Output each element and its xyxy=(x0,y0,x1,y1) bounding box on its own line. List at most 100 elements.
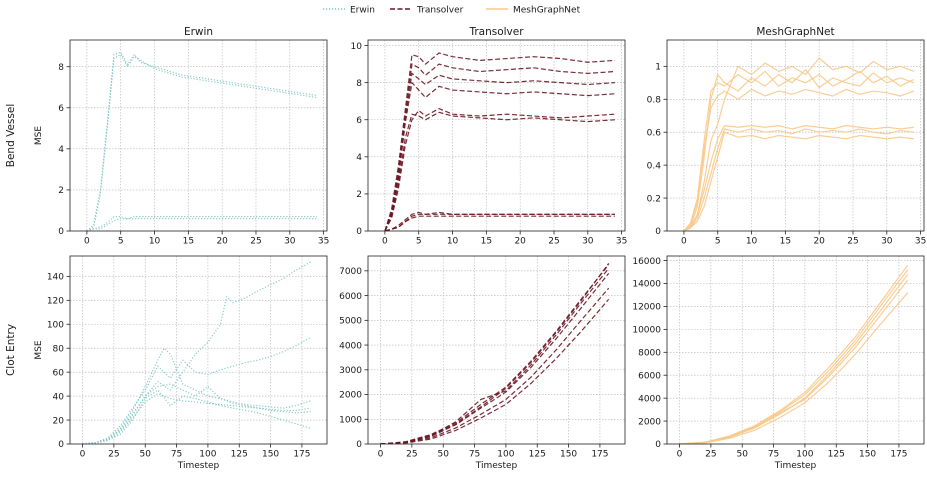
series-line xyxy=(683,128,914,231)
y-tick-label: 0.4 xyxy=(647,161,662,171)
x-tick-label: 15 xyxy=(481,237,492,247)
y-tick-label: 6000 xyxy=(638,371,661,381)
x-tick-label: 25 xyxy=(108,450,119,460)
series-group xyxy=(86,51,317,231)
panel-title: MeshGraphNet xyxy=(756,26,834,38)
series-line xyxy=(683,125,914,231)
y-tick-label: 3000 xyxy=(339,366,362,376)
series-line xyxy=(679,264,909,444)
series-line xyxy=(683,88,915,231)
series-line xyxy=(380,287,610,444)
x-tick-label: 75 xyxy=(469,450,480,460)
axes-frame xyxy=(666,255,925,445)
panel-2: 0 5 10 15 20 25 30 35 0 0.2 0.4 0.6 0.8 1 MeshGraphNet xyxy=(647,26,927,247)
y-tick-label: 0 xyxy=(655,227,661,237)
x-tick-label: 0 xyxy=(80,450,86,460)
series-line xyxy=(679,292,909,444)
x-tick-label: 10 xyxy=(149,237,161,247)
y-tick-label: 1000 xyxy=(339,415,362,425)
series-line xyxy=(380,267,610,444)
x-tick-label: 15 xyxy=(183,237,194,247)
y-tick-label: 10000 xyxy=(632,326,661,336)
series-line xyxy=(86,53,317,231)
y-tick-label: 5000 xyxy=(339,317,362,327)
y-tick-label: 2 xyxy=(58,186,64,196)
y-tick-label: 0.2 xyxy=(647,194,661,204)
x-tick-label: 5 xyxy=(118,237,124,247)
legend-label: Erwin xyxy=(350,6,375,16)
x-tick-label: 0 xyxy=(84,237,90,247)
series-line xyxy=(384,52,615,231)
series-line xyxy=(86,51,317,231)
x-tick-label: 50 xyxy=(437,450,449,460)
series-line xyxy=(384,108,615,231)
y-tick-label: 0.8 xyxy=(647,95,662,105)
y-tick-label: 2000 xyxy=(339,391,362,401)
y-tick-label: 10 xyxy=(351,42,363,52)
series-line xyxy=(380,263,610,444)
y-tick-label: 140 xyxy=(47,273,64,283)
panel-1: 0 5 10 15 20 25 30 35 0 2 4 6 8 10 Transolver xyxy=(351,26,628,247)
x-tick-label: 5 xyxy=(715,237,721,247)
row-label: Clot Entry xyxy=(5,324,17,376)
series-line xyxy=(380,264,610,444)
x-tick-label: 125 xyxy=(529,450,546,460)
x-tick-label: 30 xyxy=(881,237,893,247)
series-line xyxy=(82,347,311,444)
y-tick-label: 8 xyxy=(58,63,64,73)
x-tick-label: 150 xyxy=(262,450,279,460)
x-tick-label: 30 xyxy=(582,237,594,247)
x-tick-label: 100 xyxy=(497,450,514,460)
y-tick-label: 100 xyxy=(47,320,64,330)
y-axis-label: MSE xyxy=(34,340,44,359)
axes-frame xyxy=(367,255,626,445)
legend-label: MeshGraphNet xyxy=(513,6,581,16)
y-tick-label: 16000 xyxy=(632,257,661,267)
series-line xyxy=(679,273,909,444)
x-tick-label: 10 xyxy=(746,237,758,247)
axes-frame xyxy=(69,39,328,232)
x-tick-label: 0 xyxy=(378,450,384,460)
x-tick-label: 25 xyxy=(847,237,858,247)
x-tick-label: 0 xyxy=(681,237,687,247)
x-tick-label: 50 xyxy=(736,450,748,460)
x-tick-label: 20 xyxy=(216,237,228,247)
legend: Erwin Transolver MeshGraphNet xyxy=(323,6,581,16)
x-axis-label: Timestep xyxy=(475,461,518,471)
axes-frame xyxy=(69,255,328,445)
panel-4: 0 25 50 75 100 125 150 175 0 1000 2000 3000 4000 5000… xyxy=(339,255,626,471)
y-tick-label: 6 xyxy=(356,116,362,126)
y-tick-label: 8 xyxy=(356,79,362,89)
y-tick-label: 120 xyxy=(47,297,64,307)
y-tick-label: 4000 xyxy=(339,341,362,351)
x-tick-label: 0 xyxy=(382,237,388,247)
y-tick-label: 20 xyxy=(53,416,65,426)
series-line xyxy=(384,211,615,231)
x-tick-label: 100 xyxy=(796,450,813,460)
series-group xyxy=(380,263,610,444)
x-tick-label: 25 xyxy=(250,237,261,247)
series-group xyxy=(683,57,915,231)
series-line xyxy=(384,215,615,231)
x-tick-label: 10 xyxy=(447,237,459,247)
y-tick-label: 0 xyxy=(655,440,661,450)
y-tick-label: 80 xyxy=(53,344,65,354)
y-tick-label: 6 xyxy=(58,104,64,114)
x-tick-label: 125 xyxy=(828,450,845,460)
x-tick-label: 75 xyxy=(171,450,182,460)
series-line xyxy=(384,111,615,231)
x-tick-label: 100 xyxy=(199,450,216,460)
y-tick-label: 4 xyxy=(58,145,64,155)
x-tick-label: 25 xyxy=(705,450,716,460)
series-line xyxy=(82,383,311,444)
x-tick-label: 150 xyxy=(560,450,577,460)
x-axis-label: Timestep xyxy=(177,461,220,471)
series-line xyxy=(380,272,610,444)
series-group xyxy=(82,261,311,444)
axes-frame xyxy=(666,39,925,232)
series-line xyxy=(679,279,909,444)
x-tick-label: 5 xyxy=(416,237,422,247)
series-line xyxy=(384,72,615,231)
series-group xyxy=(679,264,909,444)
